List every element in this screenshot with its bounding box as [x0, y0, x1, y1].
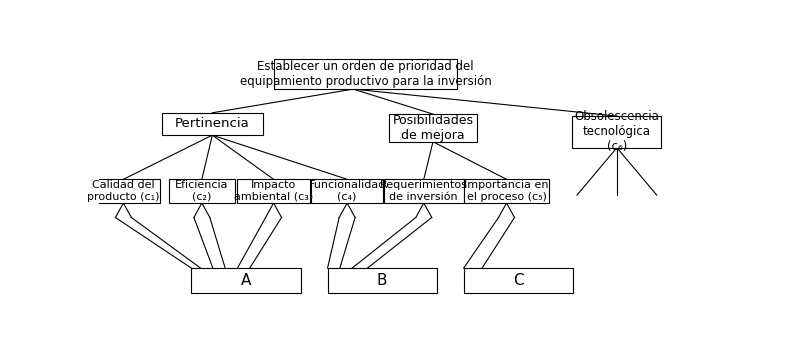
- Text: Eficiencia
(c₂): Eficiencia (c₂): [175, 180, 229, 202]
- FancyBboxPatch shape: [161, 113, 263, 135]
- Text: Posibilidades
de mejora: Posibilidades de mejora: [392, 114, 474, 142]
- FancyBboxPatch shape: [311, 179, 384, 203]
- Text: Calidad del
producto (c₁): Calidad del producto (c₁): [87, 180, 160, 202]
- FancyBboxPatch shape: [384, 179, 464, 203]
- FancyBboxPatch shape: [464, 179, 549, 203]
- Text: B: B: [377, 273, 388, 288]
- Text: Establecer un orden de prioridad del
equipamiento productivo para la inversión: Establecer un orden de prioridad del equ…: [240, 60, 491, 88]
- Text: A: A: [240, 273, 252, 288]
- Text: Importancia en
el proceso (c₅): Importancia en el proceso (c₅): [464, 180, 549, 202]
- Text: C: C: [513, 273, 524, 288]
- FancyBboxPatch shape: [237, 179, 310, 203]
- FancyBboxPatch shape: [191, 268, 301, 293]
- Text: Funcionalidad
(c₄): Funcionalidad (c₄): [308, 180, 386, 202]
- FancyBboxPatch shape: [274, 59, 457, 89]
- Text: Impacto
ambiental (c₃): Impacto ambiental (c₃): [234, 180, 313, 202]
- FancyBboxPatch shape: [327, 268, 437, 293]
- FancyBboxPatch shape: [87, 179, 160, 203]
- FancyBboxPatch shape: [168, 179, 235, 203]
- FancyBboxPatch shape: [573, 116, 661, 148]
- FancyBboxPatch shape: [464, 268, 573, 293]
- Text: Obsolescencia
tecnológica
(c₆): Obsolescencia tecnológica (c₆): [574, 110, 660, 154]
- FancyBboxPatch shape: [388, 114, 478, 142]
- Text: Pertinencia: Pertinencia: [175, 118, 250, 131]
- Text: Requerimientos
de inversión: Requerimientos de inversión: [380, 180, 467, 202]
